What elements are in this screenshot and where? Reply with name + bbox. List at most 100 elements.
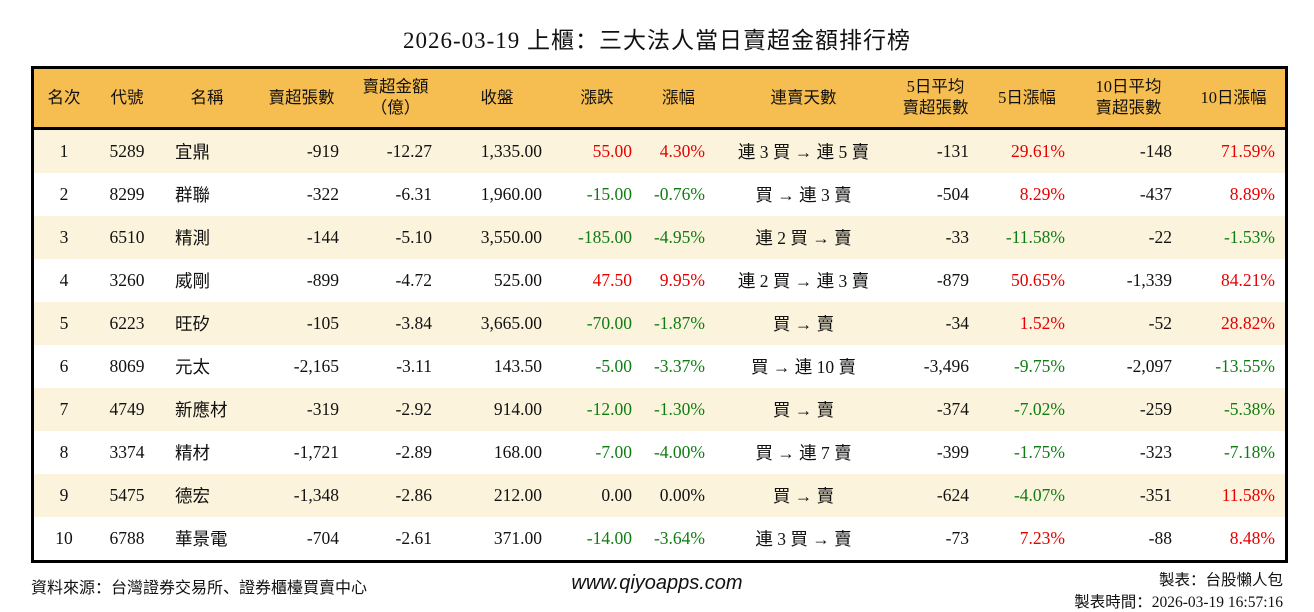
cell-sell_volume: -899 bbox=[306, 270, 339, 290]
cell-rank: 4 bbox=[59, 270, 69, 290]
cell-pct10: 28.82% bbox=[1221, 313, 1275, 333]
cell-rank: 1 bbox=[59, 141, 69, 161]
cell-pct10: -13.55% bbox=[1215, 356, 1275, 376]
site-watermark: www.qiyoapps.com bbox=[571, 572, 743, 594]
cell-pct10: 8.89% bbox=[1229, 184, 1275, 204]
cell-change_pct: -0.76% bbox=[653, 184, 705, 204]
column-header-sell_amount: 賣超金額 （億） bbox=[349, 67, 442, 130]
cell-name: 元太 bbox=[175, 357, 210, 377]
cell-avg10: -88 bbox=[1148, 528, 1172, 548]
cell-pct10: 84.21% bbox=[1221, 270, 1275, 290]
cell-change: 0.00 bbox=[601, 485, 632, 505]
cell-sell_volume: -319 bbox=[306, 399, 339, 419]
cell-code: 5475 bbox=[109, 485, 145, 505]
cell-sell_amount: -2.86 bbox=[395, 485, 432, 505]
cell-sell_amount: -3.84 bbox=[395, 313, 432, 333]
cell-avg5: -34 bbox=[945, 313, 969, 333]
cell-sell_volume: -144 bbox=[306, 227, 339, 247]
cell-change_pct: -3.64% bbox=[653, 528, 705, 548]
cell-name: 精測 bbox=[175, 228, 210, 248]
table-row: 1 5289 宜鼎 -919 -12.27 1,335.00 55.00 4.30% 連 3 買… bbox=[32, 128, 1287, 173]
table-row: 7 4749 新應材 -319 -2.92 914.00 -12.00 -1.30% 買 → 賣… bbox=[32, 388, 1287, 431]
cell-name: 德宏 bbox=[175, 486, 210, 506]
cell-sell_volume: -1,348 bbox=[293, 485, 339, 505]
cell-avg10: -351 bbox=[1139, 485, 1172, 505]
cell-sell_amount: -5.10 bbox=[395, 227, 432, 247]
cell-pct5: -7.02% bbox=[1013, 399, 1065, 419]
cell-sell_amount: -4.72 bbox=[395, 270, 432, 290]
cell-change: -185.00 bbox=[578, 227, 632, 247]
data-source-note: 資料來源：台灣證券交易所、證券櫃檯買賣中心 bbox=[31, 580, 368, 597]
column-header-avg10: 10日平均 賣超張數 bbox=[1075, 67, 1182, 130]
table-header-row: 名次 代號 名稱 賣超張數 賣超金額 （億） 收盤 漲跌 漲幅 連賣天數 5日平均 賣超張數 5日漲幅 1… bbox=[32, 67, 1287, 130]
column-header-code: 代號 bbox=[94, 67, 160, 130]
cell-pct10: -5.38% bbox=[1223, 399, 1275, 419]
cell-rank: 9 bbox=[59, 485, 69, 505]
cell-sell_amount: -6.31 bbox=[395, 184, 432, 204]
table-row: 9 5475 德宏 -1,348 -2.86 212.00 0.00 0.00% 買 → 賣 -6… bbox=[32, 474, 1287, 517]
cell-streak: 買 → 賣 bbox=[772, 486, 835, 506]
cell-change_pct: -1.87% bbox=[653, 313, 705, 333]
cell-change: -5.00 bbox=[595, 356, 632, 376]
table-row: 4 3260 威剛 -899 -4.72 525.00 47.50 9.95% 連 2 買 → … bbox=[32, 259, 1287, 302]
table-body: 1 5289 宜鼎 -919 -12.27 1,335.00 55.00 4.30% 連 3 買… bbox=[32, 128, 1287, 562]
cell-rank: 2 bbox=[59, 184, 69, 204]
column-header-pct10: 10日漲幅 bbox=[1182, 67, 1287, 130]
cell-name: 精材 bbox=[175, 443, 210, 463]
cell-pct5: -9.75% bbox=[1013, 356, 1065, 376]
cell-code: 4749 bbox=[109, 399, 145, 419]
cell-pct10: 11.58% bbox=[1221, 485, 1275, 505]
cell-pct10: 71.59% bbox=[1221, 141, 1275, 161]
cell-rank: 5 bbox=[59, 313, 69, 333]
cell-name: 群聯 bbox=[175, 185, 210, 205]
cell-change: -15.00 bbox=[586, 184, 632, 204]
cell-name: 威剛 bbox=[175, 271, 210, 291]
cell-close: 1,335.00 bbox=[480, 141, 542, 161]
cell-close: 525.00 bbox=[493, 270, 542, 290]
cell-close: 1,960.00 bbox=[480, 184, 542, 204]
cell-sell_volume: -2,165 bbox=[293, 356, 339, 376]
cell-change_pct: 9.95% bbox=[659, 270, 705, 290]
column-header-avg5: 5日平均 賣超張數 bbox=[892, 67, 979, 130]
column-header-sell_volume: 賣超張數 bbox=[254, 67, 349, 130]
column-header-change: 漲跌 bbox=[552, 67, 642, 130]
cell-pct10: -1.53% bbox=[1223, 227, 1275, 247]
cell-change: 47.50 bbox=[592, 270, 632, 290]
report-timestamp: 製表時間：2026-03-19 16:57:16 bbox=[1074, 594, 1283, 611]
report-credits: 製表：台股懶人包 製表時間：2026-03-19 16:57:16 bbox=[1074, 570, 1283, 612]
cell-code: 3260 bbox=[109, 270, 145, 290]
cell-name: 宜鼎 bbox=[175, 142, 210, 162]
cell-pct10: 8.48% bbox=[1229, 528, 1275, 548]
column-header-close: 收盤 bbox=[442, 67, 552, 130]
column-header-name: 名稱 bbox=[160, 67, 254, 130]
cell-rank: 3 bbox=[59, 227, 69, 247]
cell-close: 3,550.00 bbox=[480, 227, 542, 247]
cell-avg10: -148 bbox=[1139, 141, 1172, 161]
cell-streak: 連 2 買 → 賣 bbox=[755, 228, 852, 248]
cell-close: 143.50 bbox=[493, 356, 542, 376]
cell-avg10: -1,339 bbox=[1126, 270, 1172, 290]
cell-avg5: -879 bbox=[936, 270, 969, 290]
cell-avg10: -259 bbox=[1139, 399, 1172, 419]
cell-change_pct: -4.95% bbox=[653, 227, 705, 247]
cell-pct5: -1.75% bbox=[1013, 442, 1065, 462]
column-header-pct5: 5日漲幅 bbox=[979, 67, 1075, 130]
table-row: 5 6223 旺矽 -105 -3.84 3,665.00 -70.00 -1.87% 買 → … bbox=[32, 302, 1287, 345]
cell-avg10: -323 bbox=[1139, 442, 1172, 462]
cell-pct10: -7.18% bbox=[1223, 442, 1275, 462]
cell-avg5: -374 bbox=[936, 399, 969, 419]
cell-code: 5289 bbox=[109, 141, 145, 161]
cell-avg5: -131 bbox=[936, 141, 969, 161]
cell-change: -12.00 bbox=[586, 399, 632, 419]
cell-pct5: 7.23% bbox=[1019, 528, 1065, 548]
cell-sell_amount: -2.61 bbox=[395, 528, 432, 548]
cell-code: 6510 bbox=[109, 227, 145, 247]
cell-rank: 10 bbox=[55, 528, 73, 548]
cell-change: -70.00 bbox=[586, 313, 632, 333]
cell-streak: 買 → 連 7 賣 bbox=[755, 443, 852, 463]
cell-streak: 連 2 買 → 連 3 賣 bbox=[737, 271, 870, 291]
cell-change_pct: 0.00% bbox=[659, 485, 705, 505]
cell-pct5: 29.61% bbox=[1011, 141, 1065, 161]
cell-change: -7.00 bbox=[595, 442, 632, 462]
